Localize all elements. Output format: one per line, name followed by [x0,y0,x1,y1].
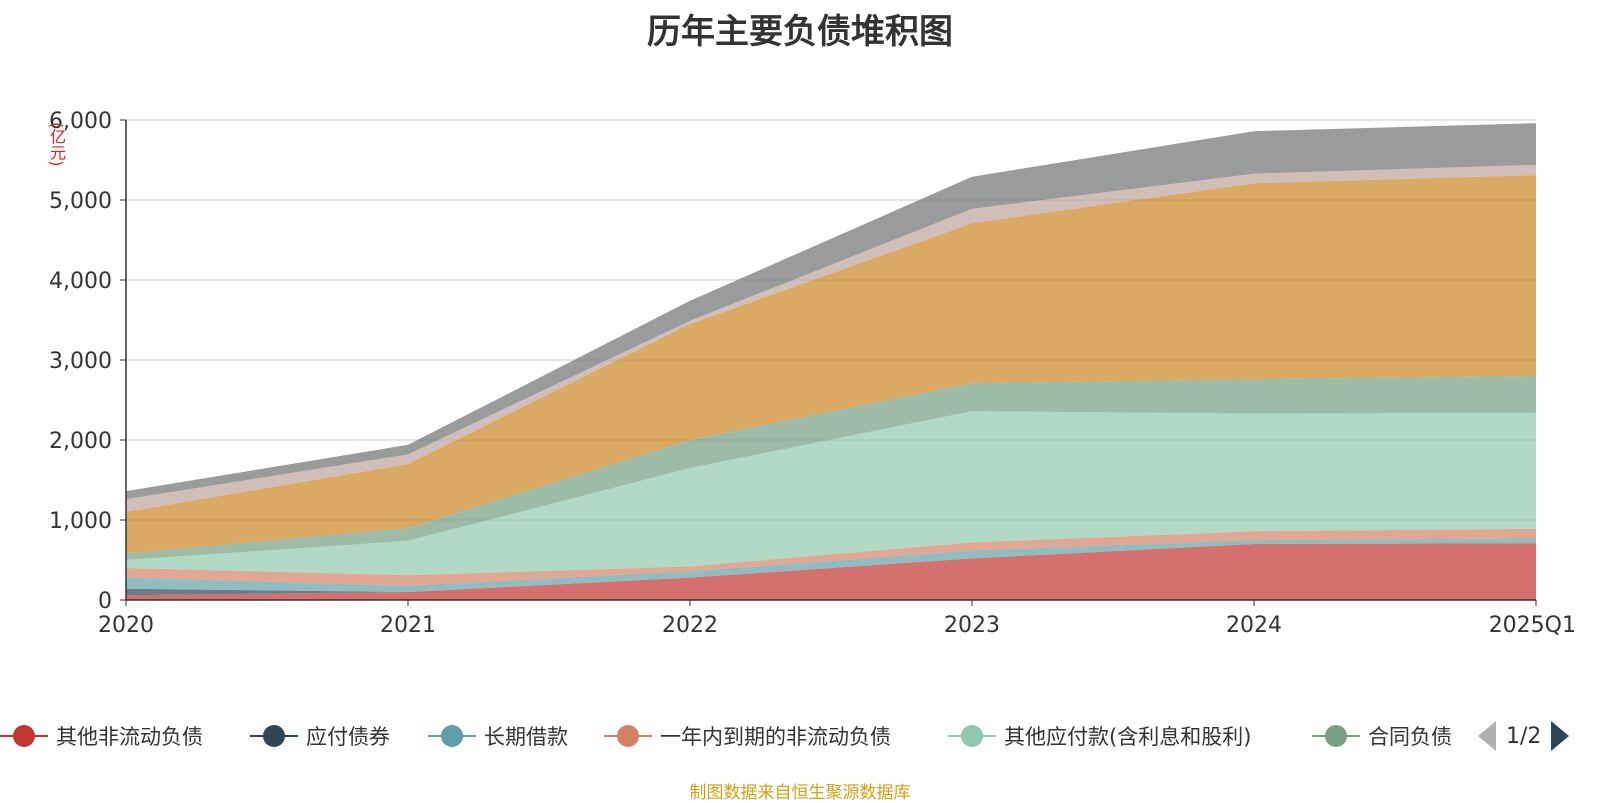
legend-marker-icon [250,718,298,754]
legend-item[interactable]: 一年内到期的非流动负债 [604,718,891,754]
legend-label: 长期借款 [484,725,568,749]
chart-title: 历年主要负债堆积图 [647,12,953,52]
pager-prev-icon[interactable] [1478,721,1496,751]
legend-label: 其他应付款(含利息和股利) [1004,725,1252,749]
x-tick-label: 2021 [380,613,436,638]
legend-label: 一年内到期的非流动负债 [660,725,891,749]
legend-pager: 1/2 [1478,718,1570,754]
y-axis-unit-label: (亿元) [47,122,66,167]
legend-marker-icon [948,718,996,754]
area-series-一年内到期的非流动负债 [126,528,1536,586]
legend-marker-icon [428,718,476,754]
area-series-长期借款 [126,538,1536,592]
x-tick-label: 2020 [98,613,154,638]
area-series-unnamed [126,175,1536,554]
x-tick-label: 2025Q1 [1489,613,1576,638]
area-series-unnamed [126,123,1536,500]
x-tick-label: 2022 [662,613,718,638]
legend-item[interactable]: 长期借款 [428,718,568,754]
area-series-其他非流动负债 [126,543,1536,600]
legend-item[interactable]: 应付债券 [250,718,390,754]
y-tick-label: 1,000 [49,509,112,534]
legend-label: 其他非流动负债 [56,725,203,749]
pager-text: 1/2 [1506,723,1542,749]
x-tick-label: 2024 [1226,613,1282,638]
y-tick-label: 0 [98,589,112,614]
area-series-合同负债 [126,376,1536,560]
y-tick-label: 3,000 [49,349,112,374]
x-tick-label: 2023 [944,613,1000,638]
y-tick-label: 2,000 [49,429,112,454]
source-note: 制图数据来自恒生聚源数据库 [689,783,911,803]
axes: 0 1,000 2,000 3,000 4,000 5,000 6,000 2020 2021 2… [49,109,1576,638]
pager-next-icon[interactable] [1551,721,1570,751]
area-series-unnamed [126,164,1536,513]
legend: 其他非流动负债 应付债券 长期借款 一年内到期的非流动负债 其他应付款(含利息和股利) 合… [0,718,1600,754]
legend-item[interactable]: 合同负债 [1312,718,1452,754]
y-tick-label: 5,000 [49,189,112,214]
y-tick-label: 4,000 [49,269,112,294]
legend-marker-icon [0,718,48,754]
legend-label: 合同负债 [1368,725,1452,749]
legend-marker-icon [1312,718,1360,754]
legend-item[interactable]: 其他非流动负债 [0,718,203,754]
y-tick-label: 6,000 [49,109,112,134]
area-series [126,123,1536,600]
legend-marker-icon [604,718,652,754]
legend-item[interactable]: 其他应付款(含利息和股利) [948,718,1251,754]
legend-label: 应付债券 [306,725,390,749]
area-series-其他应付款(含利息和股利) [126,411,1536,576]
